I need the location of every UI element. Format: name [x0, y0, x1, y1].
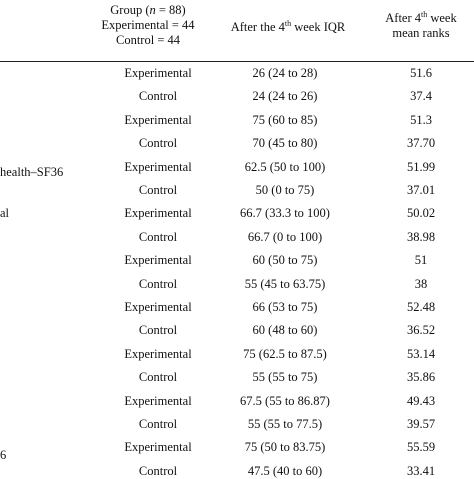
mean-rank-cell: 49.43: [406, 394, 436, 408]
iqr-cell: 75 (62.5 to 87.5): [243, 347, 327, 361]
group-cell: Experimental: [124, 394, 192, 408]
iqr-cell: 47.5 (40 to 60): [247, 464, 323, 478]
iqr-cell: 60 (48 to 60): [252, 323, 318, 337]
iqr-cell: 26 (24 to 28): [252, 66, 318, 80]
mean-rank-cell: 39.57: [406, 417, 436, 431]
iqr-cell: 24 (24 to 26): [252, 89, 318, 103]
group-cell: Control: [138, 323, 178, 337]
group-cell: Experimental: [124, 113, 192, 127]
group-cell: Control: [138, 230, 178, 244]
iqr-cell: 62.5 (50 to 100): [244, 160, 326, 174]
mean-rank-cell: 51.6: [410, 66, 432, 80]
group-header: Group (n = 88) Experimental = 44 Control…: [78, 3, 218, 48]
group-header-line1: Group (n = 88): [110, 3, 186, 17]
group-header-line3: Control = 44: [116, 33, 180, 47]
iqr-cell: 66 (53 to 75): [252, 300, 318, 314]
iqr-cell: 50 (0 to 75): [255, 183, 315, 197]
mean-rank-cell: 37.70: [406, 136, 436, 150]
iqr-cell: 60 (50 to 75): [252, 253, 318, 267]
group-header-line2: Experimental = 44: [101, 18, 195, 32]
rank-header-line1: After 4th week: [385, 9, 457, 25]
rank-header: After 4th week mean ranks: [371, 9, 471, 41]
group-cell: Control: [138, 277, 178, 291]
mean-rank-cell: 36.52: [406, 323, 436, 337]
group-cell: Experimental: [124, 253, 192, 267]
mean-rank-cell: 38.98: [406, 230, 436, 244]
mean-rank-cell: 50.02: [406, 206, 436, 220]
iqr-cell: 67.5 (55 to 86.87): [240, 394, 330, 408]
group-cell: Experimental: [124, 206, 192, 220]
group-cell: Control: [138, 370, 178, 384]
group-cell: Experimental: [124, 66, 192, 80]
mean-rank-cell: 38: [414, 277, 428, 291]
group-cell: Control: [138, 183, 178, 197]
group-cell: Control: [138, 417, 178, 431]
iqr-cell: 75 (50 to 83.75): [244, 440, 326, 454]
iqr-cell: 66.7 (33.3 to 100): [240, 206, 330, 220]
group-cell: Experimental: [124, 440, 192, 454]
mean-rank-cell: 53.14: [406, 347, 436, 361]
header-rule: [0, 61, 474, 62]
mean-rank-cell: 52.48: [406, 300, 436, 314]
rank-header-line2: mean ranks: [392, 26, 450, 40]
iqr-cell: 66.7 (0 to 100): [247, 230, 323, 244]
iqr-cell: 55 (55 to 75): [252, 370, 318, 384]
iqr-cell: 70 (45 to 80): [252, 136, 318, 150]
side-label-al: al: [0, 206, 10, 220]
mean-rank-cell: 55.59: [406, 440, 436, 454]
group-cell: Experimental: [124, 160, 192, 174]
mean-rank-cell: 51.3: [410, 113, 432, 127]
iqr-header: After the 4th week IQR: [230, 18, 346, 34]
iqr-cell: 55 (45 to 63.75): [244, 277, 326, 291]
iqr-cell: 75 (60 to 85): [252, 113, 318, 127]
mean-rank-cell: 37.4: [410, 89, 432, 103]
group-cell: Experimental: [124, 347, 192, 361]
mean-rank-cell: 35.86: [406, 370, 436, 384]
mean-rank-cell: 37.01: [406, 183, 436, 197]
group-cell: Control: [138, 136, 178, 150]
group-cell: Control: [138, 89, 178, 103]
group-cell: Experimental: [124, 300, 192, 314]
mean-rank-cell: 51: [414, 253, 428, 267]
side-label-health-sf36: health–SF36: [0, 165, 64, 179]
side-label-6: 6: [0, 448, 7, 462]
mean-rank-cell: 51.99: [406, 160, 436, 174]
iqr-cell: 55 (55 to 77.5): [247, 417, 323, 431]
mean-rank-cell: 33.41: [406, 464, 436, 478]
